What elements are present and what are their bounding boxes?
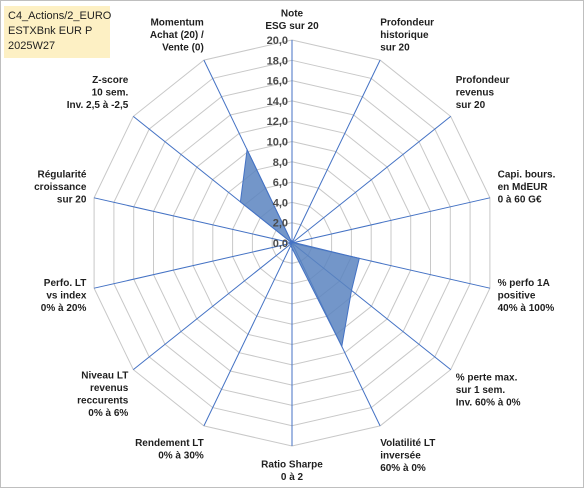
axis-label-line: Achat (20) / (150, 30, 204, 41)
axis-label: Note ESG sur 20 (265, 9, 319, 33)
axis-label-line: Perfo. LT (44, 278, 87, 289)
axis-label-line: % perte max. (456, 373, 518, 384)
data-area (239, 147, 360, 348)
tick-label: 0,0 (273, 238, 288, 250)
tick-label: 20,0 (267, 35, 288, 47)
axis-label-line: Volatilité LT (380, 438, 435, 449)
axis-label: % perte max. sur 1 sem. Inv. 60% à 0% (456, 373, 521, 409)
axis-label-line: 0% à 6% (88, 408, 128, 419)
axis-label-line: Capi. bours. (498, 169, 556, 180)
axis-label-line: Vente (0) (162, 43, 204, 54)
axis-spoke (291, 59, 381, 244)
axis-label-line: sur 1 sem. (456, 385, 506, 396)
tick-label: 6,0 (273, 177, 288, 189)
axis-label-line: sur 20 (380, 43, 410, 54)
axis-label-line: Rendement LT (135, 438, 204, 449)
axis-label-line: historique (380, 30, 429, 41)
axis-label: Volatilité LT inversée 60% à 0% (380, 438, 435, 474)
info-line-3: 2025W27 (8, 40, 56, 52)
axis-label: Perfo. LT vs index 0% à 20% (41, 278, 87, 314)
axis-spoke (291, 197, 491, 244)
axis-label-line: Note (281, 9, 304, 20)
axis-label-line: Profondeur (380, 18, 434, 29)
axis-label-line: Ratio Sharpe (261, 460, 323, 471)
axis-label: Z-score 10 sem. Inv. 2,5 à -2,5 (67, 75, 129, 111)
axis-label-line: 10 sem. (92, 87, 129, 98)
axis-label-line: Z-score (92, 75, 129, 86)
axis-spoke (93, 242, 293, 289)
tick-label: 10,0 (267, 137, 288, 149)
axis-label-line: 40% à 100% (498, 303, 555, 314)
axis-label: Profondeur revenus sur 20 (456, 75, 510, 111)
axis-spoke (291, 116, 452, 244)
axis-label: Profondeur historique sur 20 (380, 18, 434, 54)
axis-label-line: 0 à 2 (281, 472, 304, 483)
axis-label-line: 0% à 20% (41, 303, 87, 314)
axis-label-line: revenus (90, 383, 129, 394)
axis-label-line: Momentum (150, 18, 203, 29)
axis-label-line: sur 20 (57, 194, 87, 205)
axis-spoke (93, 197, 293, 244)
tick-label: 4,0 (273, 197, 288, 209)
tick-label: 2,0 (273, 218, 288, 230)
axis-label-line: croissance (34, 182, 87, 193)
axis-label-line: en MdEUR (498, 182, 549, 193)
info-line-1: C4_Actions/2_EURO (8, 10, 112, 22)
info-line-2: ESTXBnk EUR P (8, 25, 93, 37)
axis-label-line: % perfo 1A (498, 278, 550, 289)
tick-label: 8,0 (273, 157, 288, 169)
axis-label-line: Profondeur (456, 75, 510, 86)
axis-label-line: Niveau LT (81, 370, 128, 381)
axis-label: Niveau LT revenus reccurents 0% à 6% (77, 370, 129, 419)
axis-spoke (203, 242, 293, 427)
tick-label: 16,0 (267, 76, 288, 88)
axis-spoke (132, 242, 293, 370)
axis-label-line: revenus (456, 87, 495, 98)
axis-label-line: inversée (380, 451, 421, 462)
axis-label-line: Régularité (37, 169, 86, 180)
tick-label: 12,0 (267, 116, 288, 128)
axis-label-line: vs index (46, 291, 86, 302)
axis-label-line: sur 20 (456, 100, 486, 111)
axis-label: % perfo 1A positive 40% à 100% (498, 278, 555, 314)
axis-label: Capi. bours. en MdEUR 0 à 60 G€ (498, 169, 556, 205)
axis-label-line: Inv. 2,5 à -2,5 (67, 100, 129, 111)
axis-label-line: ESG sur 20 (265, 21, 319, 32)
axis-label: Momentum Achat (20) / Vente (0) (150, 18, 204, 54)
tick-label: 14,0 (267, 96, 288, 108)
axis-label: Rendement LT 0% à 30% (135, 438, 204, 462)
tick-label: 18,0 (267, 55, 288, 67)
axis-label: Régularité croissance sur 20 (34, 169, 87, 205)
axis-label: Ratio Sharpe 0 à 2 (261, 460, 323, 484)
axis-label-line: 0 à 60 G€ (498, 194, 542, 205)
chart-info-box: C4_Actions/2_EURO ESTXBnk EUR P 2025W27 (4, 6, 112, 58)
axis-label-line: reccurents (77, 395, 129, 406)
axis-label-line: positive (498, 291, 536, 302)
axis-label-line: Inv. 60% à 0% (456, 398, 521, 409)
axis-label-line: 60% à 0% (380, 463, 426, 474)
axis-label-line: 0% à 30% (158, 451, 204, 462)
